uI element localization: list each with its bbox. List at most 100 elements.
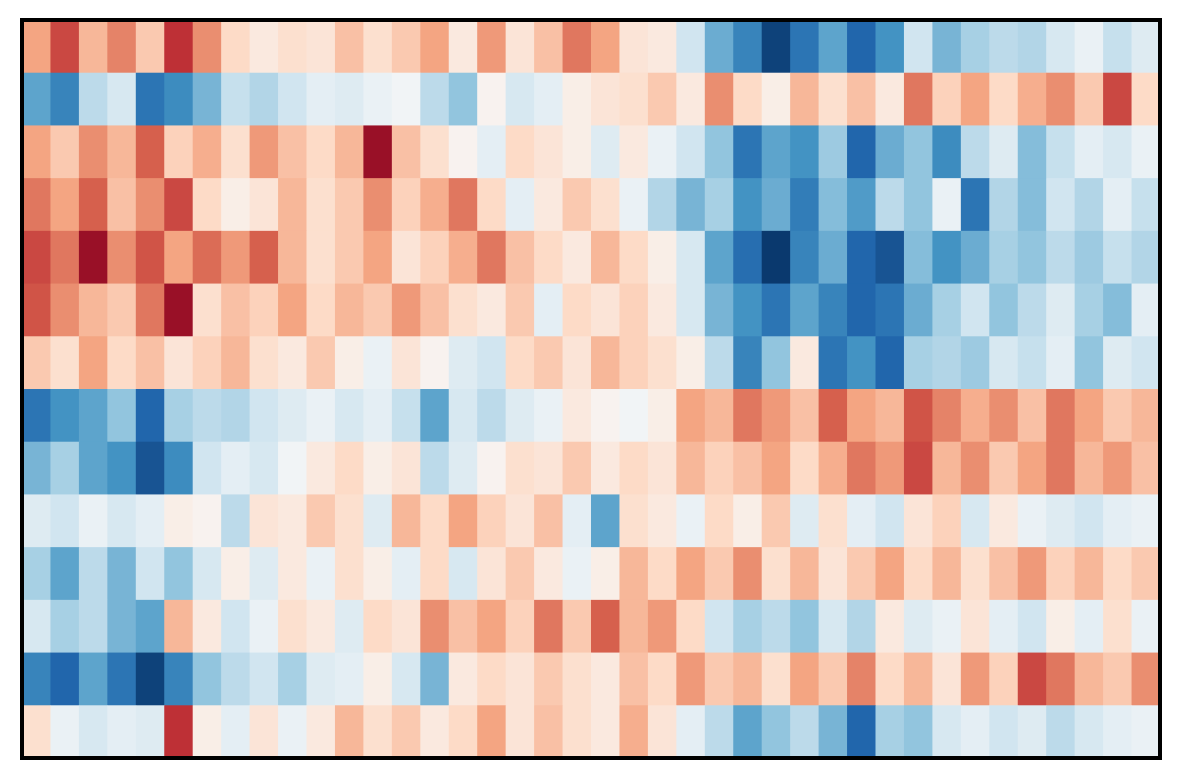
heatmap-cell [448, 705, 478, 759]
heatmap-cell [1103, 178, 1133, 232]
heatmap-cell [221, 441, 251, 495]
heatmap-cell [903, 547, 933, 601]
heatmap-cell [420, 20, 450, 74]
heatmap-cell [562, 652, 592, 706]
heatmap-cell [192, 178, 222, 232]
heatmap-cell [818, 125, 848, 179]
heatmap-cell [164, 125, 194, 179]
heatmap-cell [448, 230, 478, 285]
heatmap-cell [278, 125, 307, 179]
heatmap-cell [818, 389, 848, 443]
heatmap-cell [249, 72, 279, 126]
heatmap-cell [704, 283, 734, 337]
heatmap-cell [534, 547, 564, 601]
heatmap-cell [107, 178, 137, 232]
heatmap-cell [704, 441, 734, 495]
heatmap-cell [306, 389, 336, 443]
heatmap-cell [477, 125, 507, 179]
heatmap-cell [334, 705, 364, 759]
heatmap-cell [562, 389, 592, 443]
heatmap-cell [363, 705, 393, 759]
heatmap-cell [192, 283, 222, 337]
heatmap-cell [278, 283, 307, 337]
heatmap-cell [192, 705, 222, 759]
heatmap-cell [363, 494, 393, 548]
heatmap-cell [847, 72, 876, 126]
heatmap-cell [619, 389, 649, 443]
heatmap-cell [306, 72, 336, 126]
heatmap-cell [221, 336, 251, 390]
heatmap-cell [619, 705, 649, 759]
heatmap-cell [477, 389, 507, 443]
heatmap-cell [989, 336, 1019, 390]
heatmap-cell [22, 125, 51, 179]
heatmap-cell [420, 72, 450, 126]
heatmap-cell [903, 230, 933, 285]
heatmap-cell [790, 441, 820, 495]
heatmap-cell [647, 283, 677, 337]
heatmap-cell [1017, 125, 1047, 179]
heatmap-cell [989, 494, 1019, 548]
heatmap-cell [676, 20, 706, 74]
heatmap-cell [1131, 705, 1161, 759]
heatmap-cell [363, 441, 393, 495]
heatmap-cell [1074, 599, 1104, 654]
heatmap-cell [334, 389, 364, 443]
heatmap-cell [534, 336, 564, 390]
heatmap-cell [647, 230, 677, 285]
heatmap-cell [989, 178, 1019, 232]
heatmap-cell [221, 125, 251, 179]
heatmap-cell [704, 705, 734, 759]
heatmap-cell [875, 336, 905, 390]
heatmap-cell [477, 652, 507, 706]
heatmap-cell [676, 547, 706, 601]
heatmap-cell [761, 494, 791, 548]
heatmap-cell [278, 441, 307, 495]
heatmap-cell [505, 72, 535, 126]
heatmap-cell [363, 652, 393, 706]
heatmap-cell [505, 547, 535, 601]
heatmap-cell [1103, 125, 1133, 179]
heatmap-cell [704, 336, 734, 390]
heatmap-cell [960, 389, 990, 443]
heatmap-cell [591, 441, 620, 495]
heatmap-cell [22, 599, 51, 654]
heatmap-cell [847, 125, 876, 179]
heatmap-cell [761, 283, 791, 337]
heatmap-cell [107, 547, 137, 601]
heatmap-cell [733, 652, 763, 706]
heatmap-cell [676, 125, 706, 179]
heatmap-cell [761, 72, 791, 126]
heatmap-cell [847, 652, 876, 706]
heatmap-cell [192, 389, 222, 443]
heatmap-cell [1017, 441, 1047, 495]
heatmap-cell [420, 599, 450, 654]
heatmap-cell [1074, 20, 1104, 74]
heatmap-cell [989, 389, 1019, 443]
heatmap-cell [562, 72, 592, 126]
heatmap-cell [960, 494, 990, 548]
heatmap-cell [1046, 178, 1076, 232]
heatmap-cell [704, 652, 734, 706]
heatmap-cell [903, 441, 933, 495]
heatmap-cell [903, 705, 933, 759]
heatmap-cell [306, 125, 336, 179]
heatmap-cell [562, 705, 592, 759]
heatmap-cell [1046, 283, 1076, 337]
heatmap-cell [164, 494, 194, 548]
heatmap-cell [903, 283, 933, 337]
heatmap-cell [534, 283, 564, 337]
heatmap-cell [676, 389, 706, 443]
heatmap-cell [960, 705, 990, 759]
heatmap-cell [875, 230, 905, 285]
heatmap-cell [306, 283, 336, 337]
heatmap-cell [619, 336, 649, 390]
heatmap-cell [1074, 705, 1104, 759]
heatmap-cell [591, 178, 620, 232]
heatmap-cell [647, 652, 677, 706]
heatmap-cell [334, 652, 364, 706]
heatmap-cell [22, 389, 51, 443]
heatmap-cell [790, 20, 820, 74]
heatmap-cell [164, 389, 194, 443]
heatmap-cell [22, 652, 51, 706]
